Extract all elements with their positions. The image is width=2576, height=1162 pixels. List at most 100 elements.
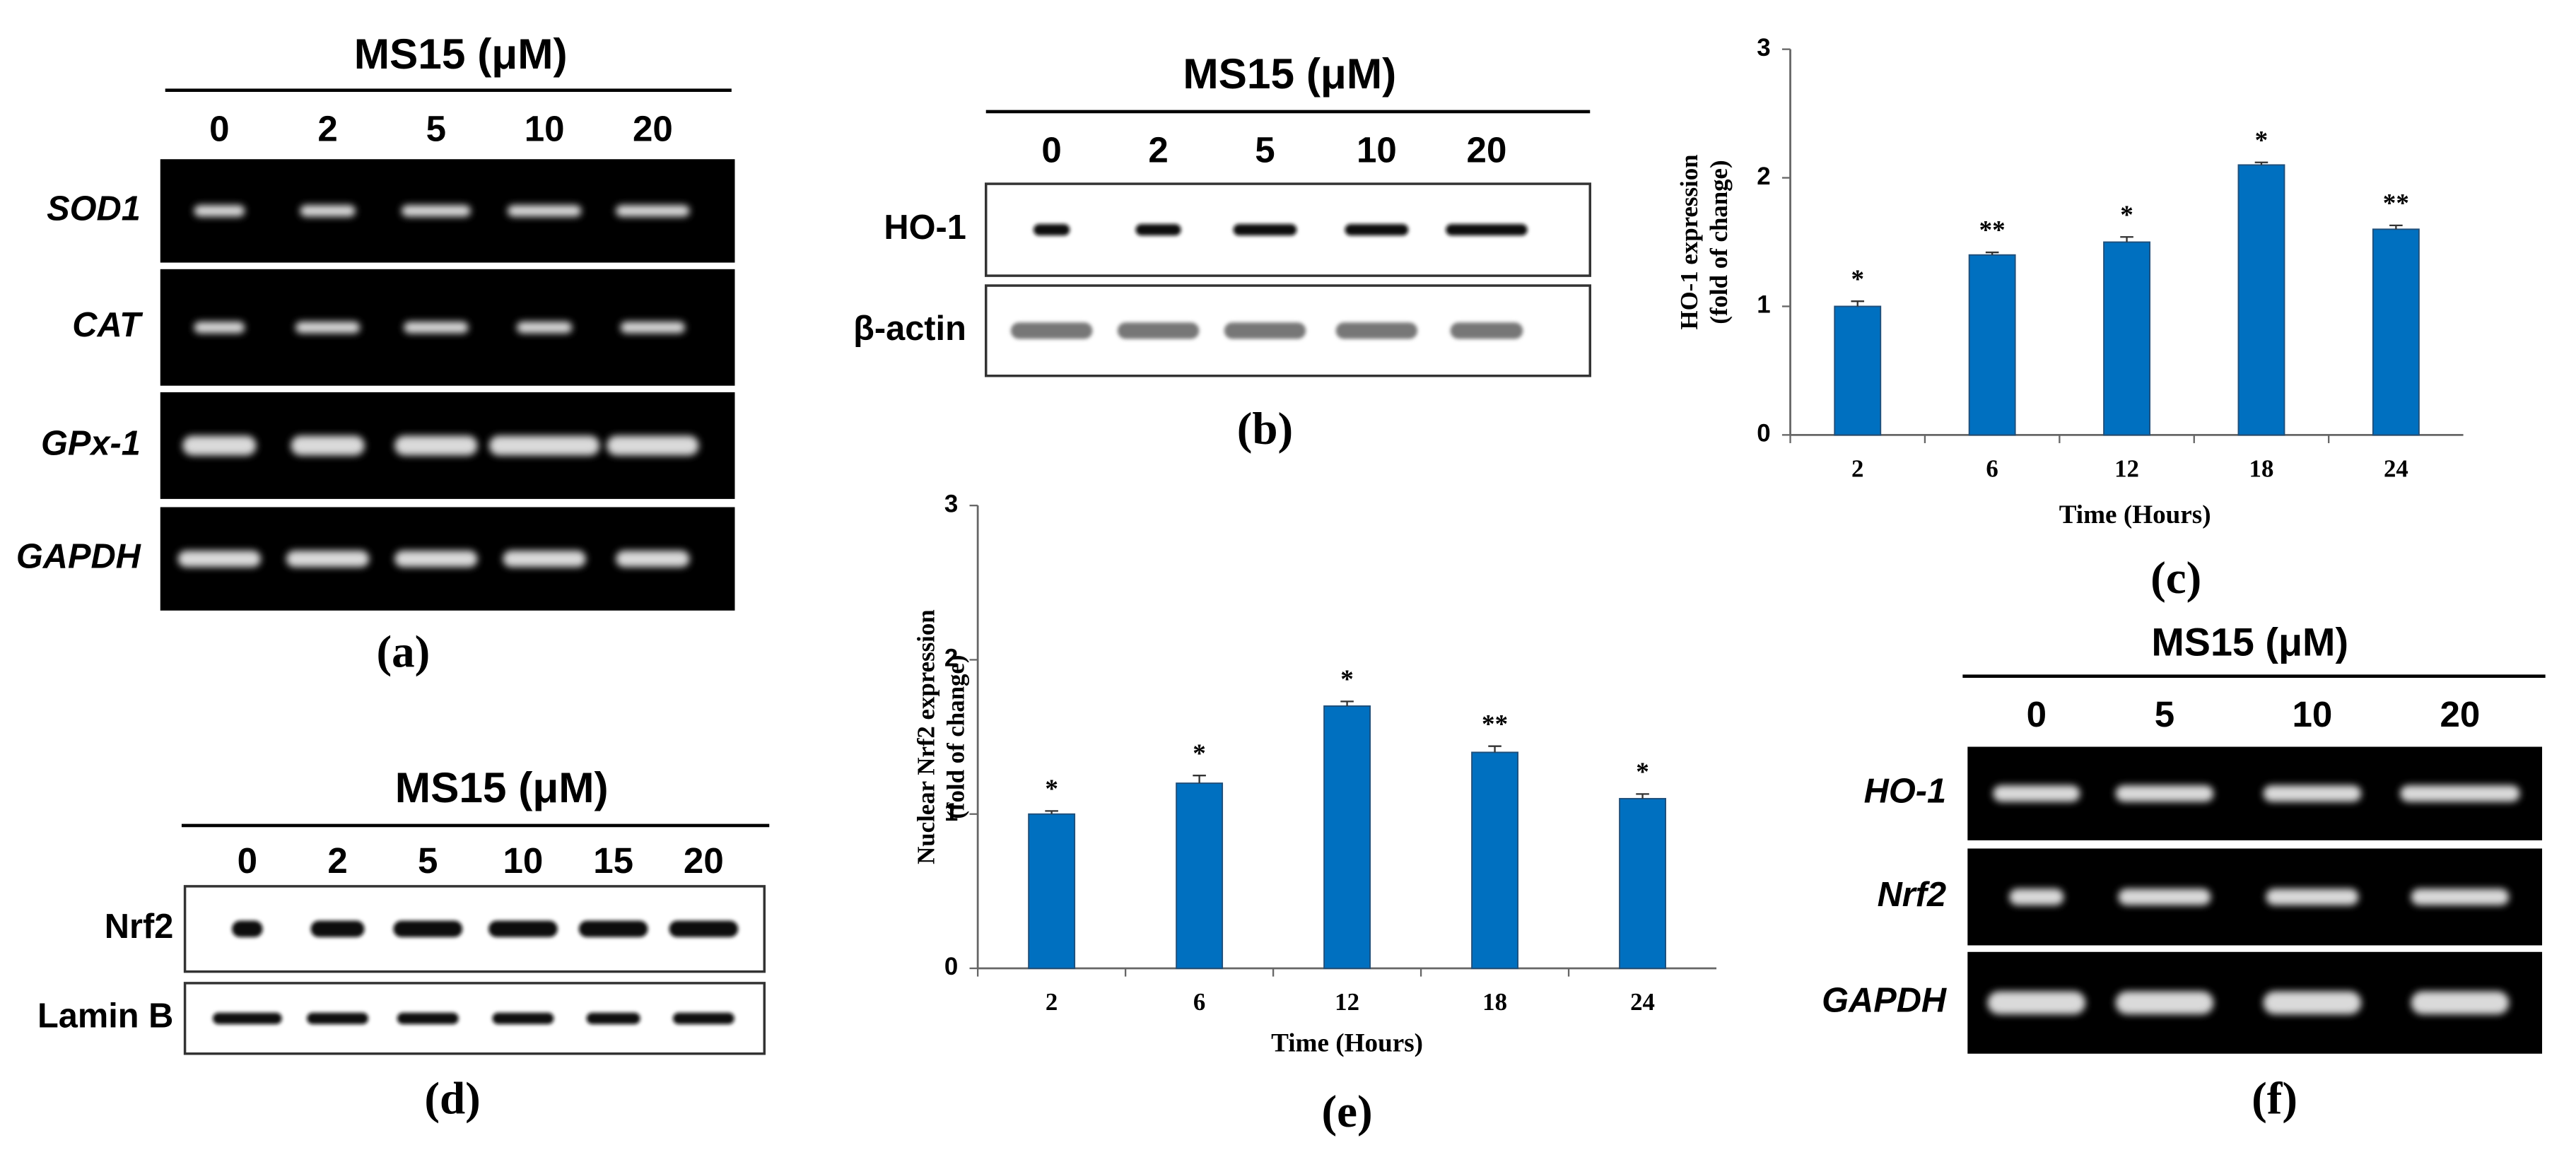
significance: * xyxy=(2255,126,2268,155)
band xyxy=(394,551,478,568)
panel-caption: (d) xyxy=(424,1073,480,1124)
lane-label: 5 xyxy=(2155,694,2174,734)
x-axis-label: Time (Hours) xyxy=(2059,500,2211,529)
band xyxy=(1135,223,1181,236)
x-tick-label: 6 xyxy=(1986,454,1998,482)
band xyxy=(1010,322,1093,339)
band xyxy=(578,920,648,937)
band xyxy=(517,322,573,334)
y-tick-label: 3 xyxy=(944,490,958,517)
band xyxy=(488,435,600,456)
lane-label: 10 xyxy=(525,108,565,148)
lane-label: 0 xyxy=(238,840,257,881)
panel-caption: (e) xyxy=(1322,1086,1373,1137)
x-tick-label: 12 xyxy=(1335,988,1359,1016)
band xyxy=(607,435,699,456)
lane-label: 2 xyxy=(327,840,347,881)
panel-caption: (c) xyxy=(2150,553,2201,604)
band xyxy=(295,322,361,334)
band xyxy=(503,551,586,568)
band xyxy=(2263,785,2362,802)
y-tick-label: 2 xyxy=(944,645,958,672)
row-label: GAPDH xyxy=(1822,982,1948,1020)
lane-label: 0 xyxy=(1041,129,1061,170)
significance: ** xyxy=(2383,189,2409,218)
significance: * xyxy=(1193,739,1206,768)
bar xyxy=(1834,305,1882,436)
gel-title: MS15 (μM) xyxy=(1183,49,1396,98)
band xyxy=(1335,322,1418,339)
band xyxy=(616,551,690,568)
lane-label: 20 xyxy=(1467,129,1507,170)
gel-strip xyxy=(183,885,766,973)
y-tick-label: 1 xyxy=(1757,291,1770,319)
gel-title: MS15 (μM) xyxy=(395,763,609,811)
band xyxy=(2118,888,2211,905)
band xyxy=(492,1012,554,1024)
panel-caption: (b) xyxy=(1237,404,1293,454)
lane-label: 5 xyxy=(426,108,446,148)
significance: ** xyxy=(1979,216,2006,245)
band xyxy=(2411,888,2510,905)
row-label: β-actin xyxy=(853,310,966,348)
lane-label: 2 xyxy=(1148,129,1168,170)
band xyxy=(1233,223,1297,236)
y-tick-label: 0 xyxy=(1757,420,1770,447)
band xyxy=(394,435,478,456)
y-axis-label: (fold of change) xyxy=(1705,160,1733,324)
lane-label: 0 xyxy=(2027,694,2047,734)
band xyxy=(286,551,370,568)
band xyxy=(1987,991,2086,1015)
band xyxy=(1446,223,1528,236)
band xyxy=(2263,991,2362,1015)
bar xyxy=(1471,751,1519,969)
bar xyxy=(1968,254,2016,436)
band xyxy=(2009,888,2064,905)
x-tick-label: 12 xyxy=(2114,454,2139,482)
band xyxy=(194,322,245,334)
band xyxy=(2115,991,2214,1015)
gel-title: MS15 (μM) xyxy=(354,30,568,78)
band xyxy=(616,205,690,217)
band xyxy=(1993,785,2080,802)
row-label: Lamin B xyxy=(37,997,173,1035)
x-axis-label: Time (Hours) xyxy=(1271,1029,1423,1058)
band xyxy=(291,435,365,456)
row-label: GAPDH xyxy=(16,538,142,576)
band xyxy=(672,1012,734,1024)
bar xyxy=(2237,164,2285,436)
row-label: GPx-1 xyxy=(41,424,141,462)
row-label: Nrf2 xyxy=(105,908,174,946)
significance: * xyxy=(1636,758,1649,787)
panel-caption: (a) xyxy=(377,627,431,678)
band xyxy=(300,205,356,217)
band xyxy=(182,435,257,456)
lane-label: 0 xyxy=(209,108,229,148)
band xyxy=(1224,322,1306,339)
y-tick-label: 3 xyxy=(1757,34,1770,61)
y-axis-label: Nuclear Nrf2 expression xyxy=(912,609,939,864)
lane-label: 20 xyxy=(684,840,724,881)
band xyxy=(669,920,739,937)
significance: * xyxy=(2120,201,2133,230)
y-axis-label: (fold of change) xyxy=(942,655,969,819)
significance: * xyxy=(1851,265,1864,294)
lane-label: 20 xyxy=(2440,694,2481,734)
band xyxy=(397,1012,459,1024)
band xyxy=(232,920,263,937)
lane-label: 2 xyxy=(317,108,337,148)
band xyxy=(1117,322,1200,339)
band xyxy=(1033,223,1070,236)
y-tick-label: 2 xyxy=(1757,163,1770,190)
band xyxy=(177,551,261,568)
y-tick-label: 0 xyxy=(944,953,958,980)
band xyxy=(2115,785,2214,802)
y-tick-label: 1 xyxy=(944,799,958,826)
y-axis-label: HO-1 expression xyxy=(1675,155,1703,330)
lane-label: 5 xyxy=(418,840,438,881)
bar xyxy=(2372,228,2420,436)
band xyxy=(310,920,365,937)
band xyxy=(586,1012,640,1024)
lane-label: 10 xyxy=(1357,129,1397,170)
